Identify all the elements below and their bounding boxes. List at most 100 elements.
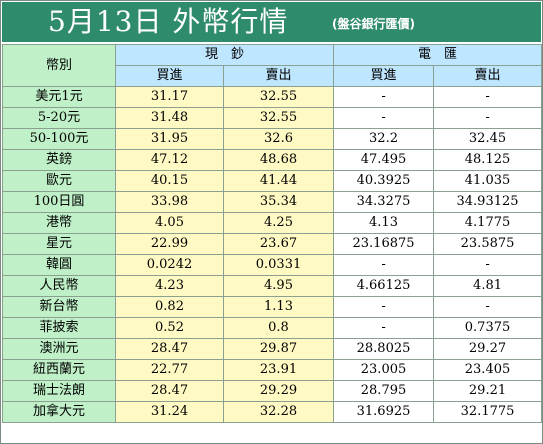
wire-sell-cell: 29.21	[433, 380, 543, 402]
wire-buy-cell: -	[333, 254, 435, 276]
currency-header: 幣別	[2, 44, 116, 87]
wire-buy-cell: 4.13	[333, 212, 435, 234]
wire-buy-cell: -	[333, 317, 435, 339]
cash-buy-cell: 0.82	[115, 296, 224, 318]
wire-buy-cell: 28.795	[333, 380, 435, 402]
cash-buy-cell: 0.52	[115, 317, 224, 339]
cash-sell-header: 賣出	[222, 65, 335, 87]
cash-buy-cell: 22.99	[115, 233, 224, 255]
table-row: 5-20元 31.48 32.55- -	[2, 107, 543, 129]
cash-sell-cell: 29.87	[222, 338, 335, 360]
table-row: 新台幣 0.82 1.13- -	[2, 296, 543, 318]
cash-sell-cell: 35.34	[222, 191, 335, 213]
cash-sell-cell: 32.55	[222, 86, 335, 108]
page-title: 5月13日 外幣行情	[48, 5, 289, 38]
currency-name: 歐元	[2, 170, 116, 192]
wire-sell-cell: -	[433, 107, 543, 129]
cash-buy-cell: 0.0242	[115, 254, 224, 276]
currency-name: 美元1元	[2, 86, 116, 108]
wire-buy-cell: 47.495	[333, 149, 435, 171]
wire-sell-cell: -	[433, 254, 543, 276]
currency-name: 瑞士法朗	[2, 380, 116, 402]
cash-header: 現 鈔	[114, 44, 335, 66]
table-row: 紐西蘭元 22.77 23.91 23.005 23.405	[2, 359, 543, 381]
currency-name: 港幣	[2, 212, 116, 234]
cash-buy-cell: 47.12	[115, 149, 224, 171]
cash-buy-cell: 4.05	[115, 212, 224, 234]
cash-buy-cell: 22.77	[115, 359, 224, 381]
cash-buy-cell: 28.47	[115, 338, 224, 360]
cash-buy-cell: 31.24	[115, 401, 224, 423]
wire-sell-header: 賣出	[433, 65, 543, 87]
cash-sell-cell: 0.0331	[222, 254, 335, 276]
cash-buy-cell: 40.15	[115, 170, 224, 192]
currency-name: 50-100元	[2, 128, 116, 150]
wire-sell-cell: 29.27	[433, 338, 543, 360]
exchange-rate-table: 幣別 現 鈔 電 匯 買進 賣出 買進 賣出 美元1元 31.17 32.55- -5…	[2, 44, 543, 423]
table-row: 港幣 4.05 4.25 4.13 4.1775	[2, 212, 543, 234]
cash-buy-cell: 31.95	[115, 128, 224, 150]
wire-sell-cell: 0.7375	[433, 317, 543, 339]
wire-buy-cell: 31.6925	[333, 401, 435, 423]
currency-name: 新台幣	[2, 296, 116, 318]
wire-sell-cell: 4.1775	[433, 212, 543, 234]
wire-buy-cell: 32.2	[333, 128, 435, 150]
currency-name: 人民幣	[2, 275, 116, 297]
currency-name: 星元	[2, 233, 116, 255]
wire-sell-cell: 4.81	[433, 275, 543, 297]
cash-sell-cell: 32.28	[222, 401, 335, 423]
wire-sell-cell: 41.035	[433, 170, 543, 192]
wire-buy-cell: 34.3275	[333, 191, 435, 213]
table-row: 50-100元 31.95 32.6 32.2 32.45	[2, 128, 543, 150]
table-row: 星元 22.99 23.67 23.16875 23.5875	[2, 233, 543, 255]
currency-name: 加拿大元	[2, 401, 116, 423]
wire-buy-cell: -	[333, 296, 435, 318]
cash-sell-cell: 48.68	[222, 149, 335, 171]
cash-sell-cell: 0.8	[222, 317, 335, 339]
cash-sell-cell: 4.25	[222, 212, 335, 234]
cash-sell-cell: 41.44	[222, 170, 335, 192]
cash-sell-cell: 4.95	[222, 275, 335, 297]
cash-sell-cell: 23.91	[222, 359, 335, 381]
cash-sell-cell: 32.6	[222, 128, 335, 150]
cash-buy-cell: 33.98	[115, 191, 224, 213]
wire-sell-cell: -	[433, 296, 543, 318]
wire-sell-cell: 48.125	[433, 149, 543, 171]
wire-sell-cell: 32.1775	[433, 401, 543, 423]
currency-name: 韓圓	[2, 254, 116, 276]
cash-sell-cell: 32.55	[222, 107, 335, 129]
currency-name: 澳洲元	[2, 338, 116, 360]
cash-buy-header: 買進	[115, 65, 224, 87]
wire-sell-cell: 32.45	[433, 128, 543, 150]
wire-buy-cell: -	[333, 86, 435, 108]
cash-sell-cell: 29.29	[222, 380, 335, 402]
table-row: 菲披索 0.52 0.8-0.7375	[2, 317, 543, 339]
table-row: 韓圓 0.0242 0.0331- -	[2, 254, 543, 276]
table-row: 美元1元 31.17 32.55- -	[2, 86, 543, 108]
wire-buy-cell: 23.16875	[333, 233, 435, 255]
wire-buy-cell: 28.8025	[333, 338, 435, 360]
table-row: 加拿大元 31.24 32.28 31.6925 32.1775	[2, 401, 543, 423]
currency-name: 菲披索	[2, 317, 116, 339]
wire-buy-header: 買進	[333, 65, 435, 87]
cash-buy-cell: 31.17	[115, 86, 224, 108]
wire-sell-cell: 23.405	[433, 359, 543, 381]
wire-sell-cell: 34.93125	[433, 191, 543, 213]
wire-buy-cell: -	[333, 107, 435, 129]
cash-buy-cell: 28.47	[115, 380, 224, 402]
table-row: 瑞士法朗 28.47 29.29 28.795 29.21	[2, 380, 543, 402]
rate-source: (盤谷銀行匯價)	[332, 17, 415, 31]
cash-buy-cell: 4.23	[115, 275, 224, 297]
cash-sell-cell: 1.13	[222, 296, 335, 318]
header-row-group: 幣別 現 鈔 電 匯	[2, 44, 543, 87]
currency-name: 英鎊	[2, 149, 116, 171]
wire-sell-cell: 23.5875	[433, 233, 543, 255]
cash-buy-cell: 31.48	[115, 107, 224, 129]
wire-buy-cell: 4.66125	[333, 275, 435, 297]
title-bar: 5月13日 外幣行情 (盤谷銀行匯價)	[2, 2, 541, 42]
table-row: 英鎊 47.12 48.68 47.495 48.125	[2, 149, 543, 171]
table-row: 澳洲元 28.47 29.87 28.8025 29.27	[2, 338, 543, 360]
wire-header: 電 匯	[333, 44, 543, 66]
cash-sell-cell: 23.67	[222, 233, 335, 255]
